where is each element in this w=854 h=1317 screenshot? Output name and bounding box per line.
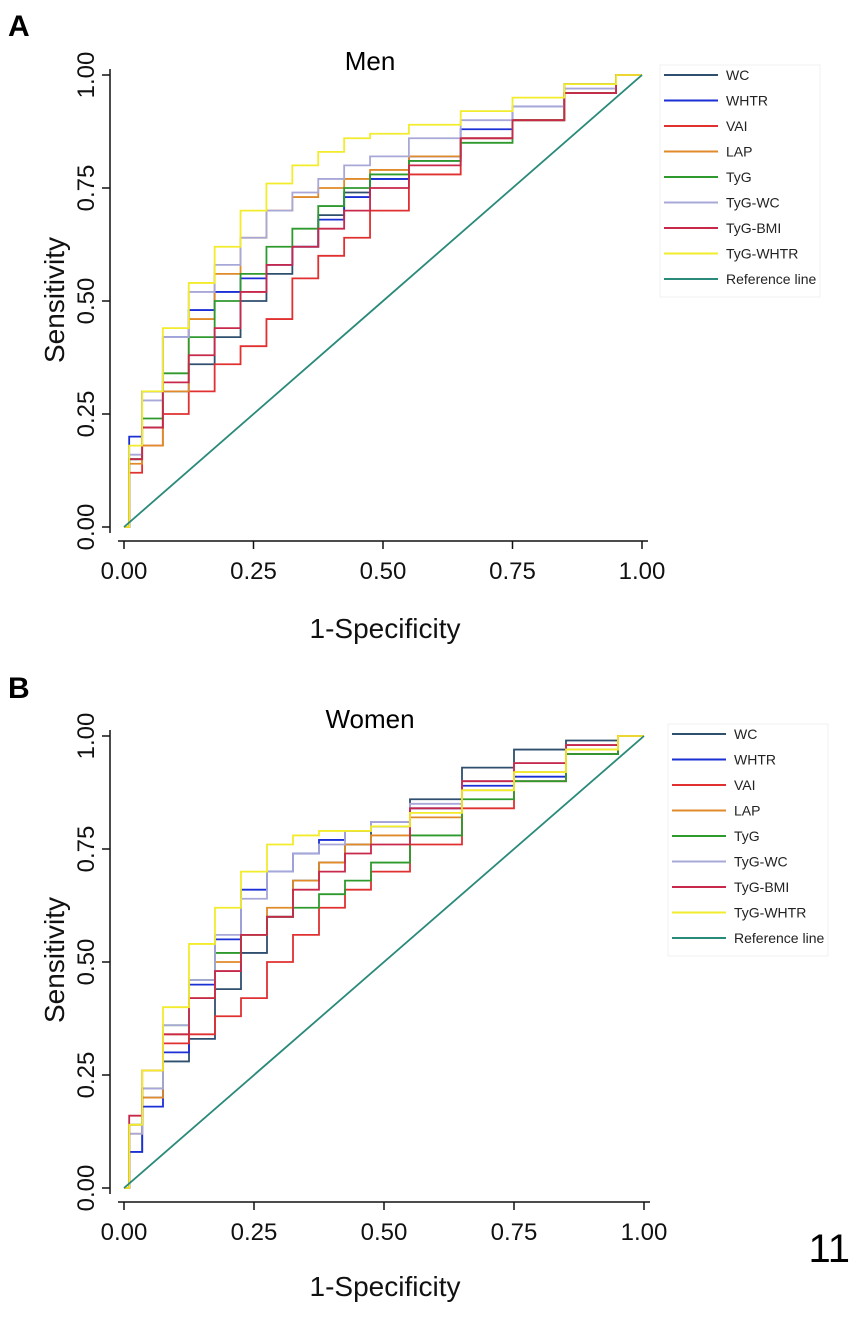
x-tick-label: 0.25 — [230, 558, 277, 585]
x-axis-label: 1-Specificity — [310, 1271, 461, 1302]
legend-label-tyg: TyG — [734, 828, 760, 844]
y-tick-label: 1.00 — [73, 713, 100, 760]
y-tick-label: 0.00 — [73, 1165, 100, 1212]
panel-label-a: A — [8, 10, 30, 43]
y-axis-label: Sensitivity — [39, 897, 70, 1023]
page-number: 11 — [808, 1227, 850, 1271]
legend-label-reference-line: Reference line — [726, 271, 816, 287]
y-tick-label: 0.25 — [73, 391, 100, 438]
x-axis-label: 1-Specificity — [310, 613, 461, 644]
y-tick-label: 0.00 — [73, 504, 100, 551]
legend-label-tyg: TyG — [726, 169, 752, 185]
x-tick-label: 0.50 — [361, 1219, 408, 1246]
x-tick-label: 0.75 — [491, 1219, 538, 1246]
chart-title-women: Women — [325, 704, 414, 734]
x-tick-label: 0.25 — [231, 1219, 278, 1246]
legend-label-vai: VAI — [734, 777, 756, 793]
legend-label-tyg-bmi: TyG-BMI — [726, 220, 781, 236]
legend-box — [659, 64, 821, 298]
legend-label-lap: LAP — [726, 144, 752, 160]
legend-label-lap: LAP — [734, 803, 760, 819]
legend-label-tyg-wc: TyG-WC — [726, 195, 780, 211]
x-tick-label: 0.50 — [360, 558, 407, 585]
y-tick-label: 0.25 — [73, 1052, 100, 1099]
panel-a: A Men 0.00 0.25 0.50 0.75 1.00 0.00 0.25 0.50 0.… — [8, 10, 821, 644]
legend-label-tyg-whtr: TyG-WHTR — [726, 246, 798, 262]
panel-b: B Women 0.00 0.25 0.50 0.75 1.00 0.00 0.25 0.50… — [8, 672, 829, 1302]
x-tick-label: 0.00 — [101, 558, 148, 585]
y-tick-label: 0.50 — [73, 939, 100, 986]
legend-label-vai: VAI — [726, 118, 748, 134]
legend-label-whtr: WHTR — [734, 752, 776, 768]
x-tick-label: 1.00 — [619, 558, 666, 585]
series-line-tyg-whtr — [124, 74, 642, 528]
legend-label-tyg-whtr: TyG-WHTR — [734, 905, 806, 921]
series-line-reference-line — [123, 74, 643, 528]
chart-title-men: Men — [345, 46, 396, 76]
panel-label-b: B — [8, 672, 30, 705]
legend-label-tyg-bmi: TyG-BMI — [734, 879, 789, 895]
y-tick-label: 1.00 — [73, 52, 100, 99]
series-line-reference-line — [123, 735, 645, 1189]
x-tick-label: 0.75 — [489, 558, 536, 585]
legend-label-reference-line: Reference line — [734, 930, 824, 946]
y-axis-label: Sensitivity — [39, 237, 70, 363]
y-tick-label: 0.75 — [73, 165, 100, 212]
x-tick-label: 1.00 — [621, 1219, 668, 1246]
y-tick-label: 0.75 — [73, 826, 100, 873]
series-line-tyg-whtr — [124, 735, 644, 1189]
legend-label-wc: WC — [734, 726, 757, 742]
legend-label-whtr: WHTR — [726, 93, 768, 109]
legend-label-tyg-wc: TyG-WC — [734, 854, 788, 870]
x-tick-label: 0.00 — [101, 1219, 148, 1246]
legend-box — [667, 723, 829, 957]
legend-label-wc: WC — [726, 67, 749, 83]
y-tick-label: 0.50 — [73, 278, 100, 325]
